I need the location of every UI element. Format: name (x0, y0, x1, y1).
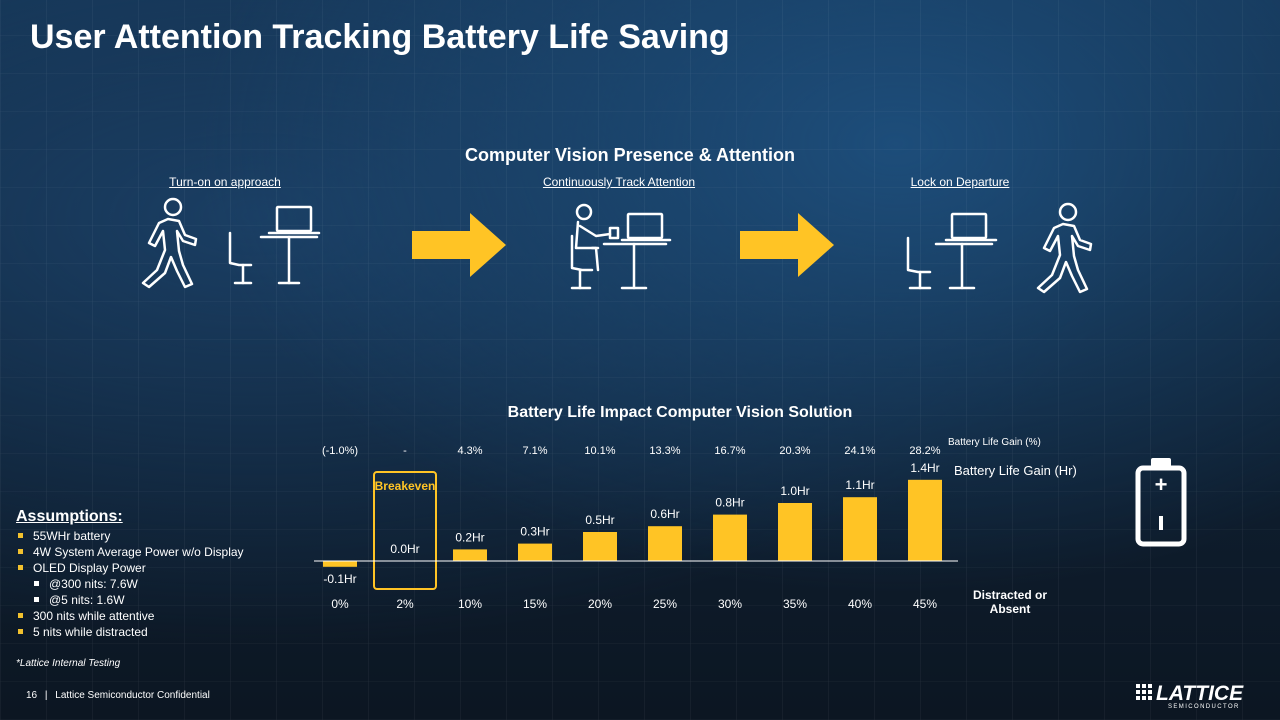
assumption-item: 55WHr battery (16, 528, 244, 544)
gain-percent-label: 28.2% (909, 445, 940, 457)
bar-data-label: 0.5Hr (585, 513, 614, 527)
battery-plus-sign: + (1155, 472, 1168, 497)
gain-percent-label: 16.7% (714, 445, 745, 457)
legend-gain-hours: Battery Life Gain (Hr) (954, 463, 1077, 478)
bar-data-label: 0.8Hr (715, 496, 744, 510)
gain-percent-label: 24.1% (844, 445, 875, 457)
slide-title: User Attention Tracking Battery Life Sav… (30, 18, 730, 56)
bar-data-label: 1.4Hr (910, 461, 939, 475)
chart-bar (323, 561, 357, 567)
chart-bar (453, 549, 487, 561)
x-tick-label: 15% (523, 597, 547, 611)
gain-percent-label: 10.1% (584, 445, 615, 457)
chart-bar (778, 503, 812, 561)
person-seated-at-desk-icon (570, 203, 672, 290)
section-subtitle: Computer Vision Presence & Attention (464, 145, 796, 165)
battery-gain-bar-chart: Breakeven -0.1Hr (-1.0%) 0% 0.0Hr - 2% 0.2Hr 4.3… (314, 445, 958, 611)
gain-percent-label: (-1.0%) (322, 445, 358, 457)
assumption-item: @5 nits: 1.6W (16, 592, 244, 608)
gain-percent-label: 13.3% (649, 445, 680, 457)
battery-minus-sign (1159, 516, 1163, 530)
bar-data-label: 0.0Hr (390, 542, 419, 556)
gain-percent-label: 20.3% (779, 445, 810, 457)
gain-percent-label: 7.1% (522, 445, 547, 457)
x-tick-label: 35% (783, 597, 807, 611)
lattice-logo: LATTICE SEMICONDUCTOR (1136, 682, 1244, 710)
chart-bar (908, 479, 942, 561)
x-tick-label: 45% (913, 597, 937, 611)
chart-bar (648, 526, 682, 561)
breakeven-label: Breakeven (375, 479, 436, 493)
assumptions-list: 55WHr battery 4W System Average Power w/o… (16, 528, 244, 640)
chart-bar (713, 514, 747, 561)
stage-label-approach: Turn-on on approach (169, 175, 281, 189)
confidentiality-note: Lattice Semiconductor Confidential (55, 690, 210, 701)
x-tick-label: 2% (396, 597, 414, 611)
footnote: *Lattice Internal Testing (16, 658, 121, 669)
assumptions-heading: Assumptions: (16, 508, 123, 525)
right-arrow-icon (740, 213, 834, 277)
gain-percent-label: 4.3% (457, 445, 482, 457)
logo-tagline: SEMICONDUCTOR (1168, 704, 1240, 710)
bar-data-label: -0.1Hr (323, 572, 356, 586)
x-tick-label: 20% (588, 597, 612, 611)
assumption-item: OLED Display Power (16, 560, 244, 576)
slide-footer: 16 | Lattice Semiconductor Confidential (26, 690, 210, 701)
x-tick-label: 25% (653, 597, 677, 611)
person-walking-toward-desk-icon (141, 197, 321, 289)
x-tick-label: 30% (718, 597, 742, 611)
x-tick-label: 0% (331, 597, 349, 611)
bar-data-label: 0.2Hr (455, 530, 484, 544)
chart-title: Battery Life Impact Computer Vision Solu… (507, 404, 853, 421)
breakeven-highlight-box (373, 471, 437, 590)
footer-separator: | (44, 690, 48, 701)
gain-percent-label: - (403, 445, 407, 457)
bar-data-label: 0.6Hr (650, 507, 679, 521)
x-tick-label: 10% (458, 597, 482, 611)
category-axis-label: Distracted or Absent (972, 588, 1048, 616)
bar-data-label: 1.0Hr (780, 484, 809, 498)
person-walking-away-from-desk-icon (906, 202, 1093, 294)
assumptions-panel: Assumptions: 55WHr battery 4W System Aver… (16, 508, 244, 640)
legend-gain-percent: Battery Life Gain (%) (948, 437, 1041, 448)
bar-data-label: 1.1Hr (845, 478, 874, 492)
bar-data-label: 0.3Hr (520, 525, 549, 539)
assumption-item: 300 nits while attentive (16, 608, 244, 624)
chart-bar (843, 497, 877, 561)
assumption-item: 4W System Average Power w/o Display (16, 544, 244, 560)
stage-label-departure: Lock on Departure (910, 175, 1010, 189)
stage-label-track: Continuously Track Attention (542, 175, 696, 189)
page-number: 16 (26, 690, 38, 701)
x-tick-label: 40% (848, 597, 872, 611)
chart-bar (583, 532, 617, 561)
chart-bar (518, 543, 552, 561)
logo-name: LATTICE (1156, 682, 1244, 705)
assumption-item: 5 nits while distracted (16, 624, 244, 640)
assumption-item: @300 nits: 7.6W (16, 576, 244, 592)
battery-icon: + (1135, 458, 1187, 547)
right-arrow-icon (412, 213, 506, 277)
